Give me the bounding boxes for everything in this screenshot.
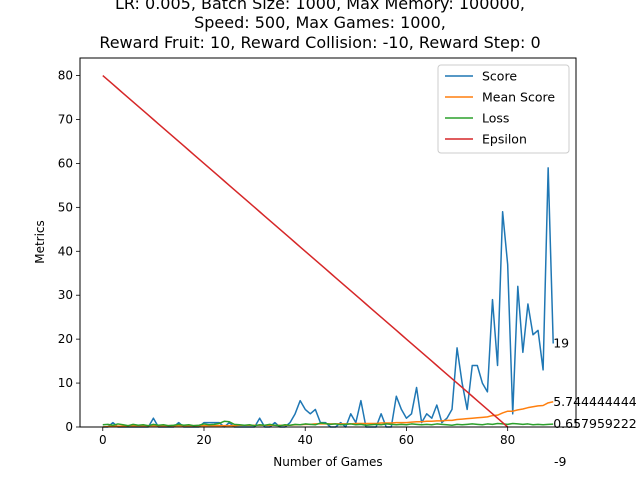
end-labels: 19 5.744444444 0.657959222: [553, 336, 637, 432]
y-axis-label: Metrics: [33, 220, 47, 264]
end-label: 0.657959222: [553, 416, 637, 431]
y-tick-label: 50: [58, 200, 73, 214]
legend-label: Score: [482, 69, 517, 84]
chart-title-line-2: Speed: 500, Max Games: 1000,: [194, 13, 446, 32]
y-tick-label: 70: [58, 113, 73, 127]
extra-label: -9: [554, 454, 567, 469]
end-label: 5.744444444: [553, 394, 637, 409]
y-tick-label: 40: [58, 244, 73, 258]
y-tick-label: 60: [58, 156, 73, 170]
x-tick-label: 40: [298, 433, 313, 447]
y-tick-label: 0: [65, 420, 73, 434]
series-line-score: [102, 167, 554, 428]
legend-box: [437, 64, 570, 154]
y-tick-label: 80: [58, 69, 73, 83]
chart-title: LR: 0.005, Batch Size: 1000, Max Memory:…: [99, 0, 540, 52]
x-axis: 0 20 40 60 80: [99, 427, 515, 447]
y-tick-label: 30: [58, 288, 73, 302]
plot-lines: [102, 75, 554, 428]
x-tick-label: 0: [99, 433, 107, 447]
series-line-epsilon: [102, 75, 509, 428]
y-axis: 0 10 20 30 40 50 60 70 80: [58, 69, 80, 434]
x-tick-label: 60: [399, 433, 414, 447]
chart-title-line-3: Reward Fruit: 10, Reward Collision: -10,…: [99, 33, 540, 52]
x-tick-label: 20: [196, 433, 211, 447]
legend-label: Loss: [482, 111, 509, 126]
plot-frame: [79, 57, 577, 428]
end-label: 19: [553, 336, 569, 351]
y-tick-label: 10: [58, 376, 73, 390]
legend: Score Mean Score Loss Epsilon: [437, 64, 570, 154]
x-tick-label: 80: [500, 433, 515, 447]
legend-label: Mean Score: [482, 90, 555, 105]
y-tick-label: 20: [58, 332, 73, 346]
legend-label: Epsilon: [482, 132, 527, 147]
chart-title-line-1: LR: 0.005, Batch Size: 1000, Max Memory:…: [115, 0, 525, 13]
series-line-loss: [102, 420, 554, 427]
x-axis-label: Number of Games: [273, 455, 382, 469]
